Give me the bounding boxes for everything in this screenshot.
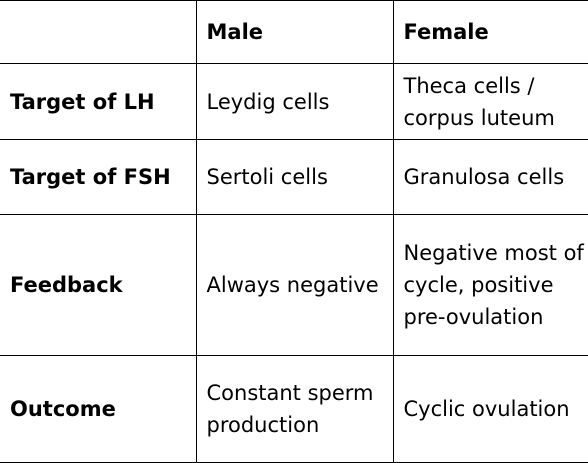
female-cell: Granulosa cells (392, 139, 588, 215)
male-cell: Constant sperm production (195, 355, 394, 463)
female-cell: Theca cells / corpus luteum (392, 63, 588, 140)
male-cell: Always negative (195, 214, 394, 356)
header-female: Female (392, 0, 588, 64)
table-header-row: Male Female (0, 0, 588, 64)
table-row: Target of LH Leydig cells Theca cells / … (0, 63, 588, 140)
row-label: Target of LH (0, 63, 197, 140)
table-row: Target of FSH Sertoli cells Granulosa ce… (0, 139, 588, 215)
table-row: Feedback Always negative Negative most o… (0, 214, 588, 356)
header-empty-cell (0, 0, 197, 64)
row-label: Target of FSH (0, 139, 197, 215)
row-label: Outcome (0, 355, 197, 463)
male-cell: Leydig cells (195, 63, 394, 140)
row-label: Feedback (0, 214, 197, 356)
header-male: Male (195, 0, 394, 64)
male-cell: Sertoli cells (195, 139, 394, 215)
female-cell: Cyclic ovulation (392, 355, 588, 463)
table-row: Outcome Constant sperm production Cyclic… (0, 355, 588, 463)
female-cell: Negative most of cycle, positive pre-ovu… (392, 214, 588, 356)
